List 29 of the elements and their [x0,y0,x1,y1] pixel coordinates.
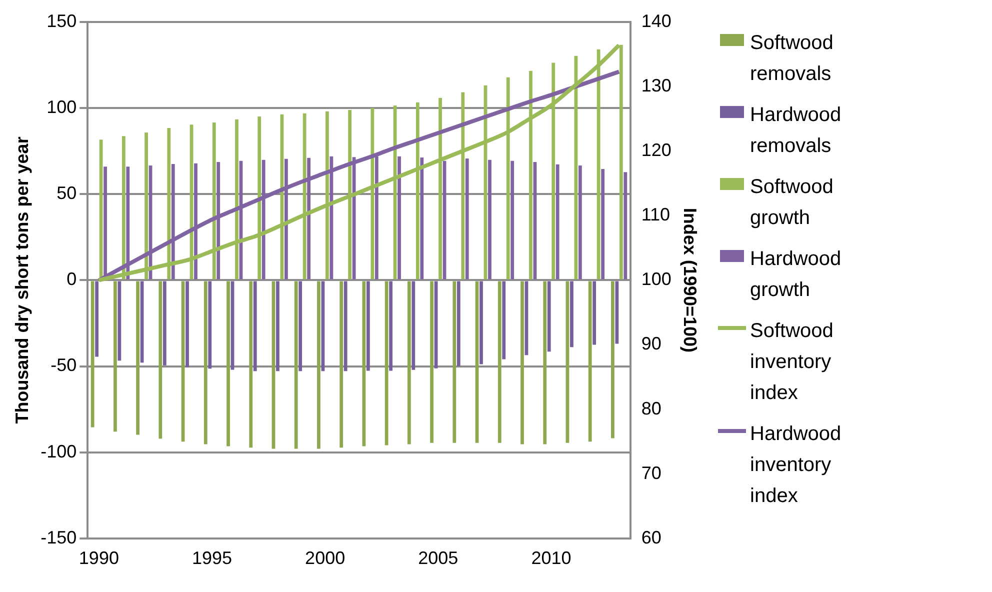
y-tick-label: -100 [40,441,77,462]
y2-tick-label: 60 [641,527,662,548]
y2-tick-label: 140 [641,10,672,31]
y-tick-label: 150 [46,10,77,31]
y-axis-title: Thousand dry short tons per year [12,136,32,424]
legend-label: Hardwood inventory index [750,422,842,509]
y2-tick-label: 120 [641,140,672,160]
y-tick-label: 0 [66,269,77,290]
y2-tick-label: 110 [641,204,670,225]
legend-label: Softwood growth [750,175,834,231]
y2-tick-label: 100 [641,269,672,290]
x-tick-label: 2000 [305,548,346,568]
x-tick-label: 2005 [418,548,458,568]
legend-label: Hardwood growth [750,247,842,303]
legend-label: Hardwood removals [750,103,842,159]
y2-axis-title: Index (1990=100) [680,208,700,352]
y2-tick-label: 80 [641,398,662,418]
x-tick-label: 1995 [192,548,232,568]
y2-tick-label: 90 [641,334,662,354]
y-tick-label: -50 [50,355,77,376]
legend-label: Softwood removals [750,31,834,87]
y-tick-label: 100 [46,97,77,118]
y2-tick-label: 130 [641,76,672,96]
x-tick-label: 1990 [78,548,119,568]
y-tick-label: 50 [56,183,77,204]
x-tick-label: 2010 [531,548,572,568]
y-tick-label: -150 [40,527,77,548]
y2-tick-label: 70 [641,462,662,483]
legend-label: Softwood inventory index [750,319,834,406]
